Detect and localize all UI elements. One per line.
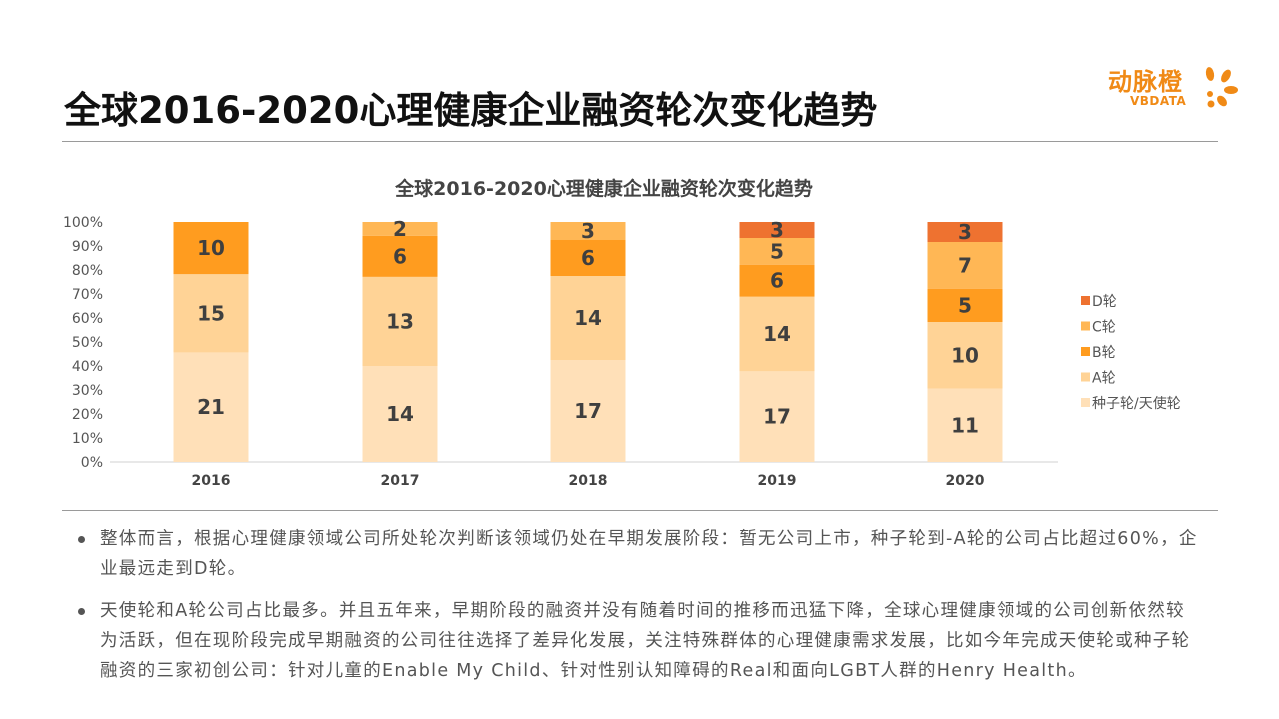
data-label: 14 [763, 322, 791, 346]
data-label: 10 [197, 236, 225, 260]
legend-label: C轮 [1092, 320, 1116, 336]
data-label: 6 [581, 246, 595, 270]
x-tick-label: 2018 [569, 473, 608, 489]
chart-title: 全球2016-2020心理健康企业融资轮次变化趋势 [394, 177, 813, 200]
bar-segment [362, 235, 438, 277]
y-tick-label: 40% [72, 359, 103, 375]
legend-item: D轮 [1081, 294, 1117, 310]
data-label: 11 [951, 413, 979, 437]
x-axis: 2016 2017 2018 2019 2020 [192, 473, 985, 489]
data-label: 17 [763, 405, 791, 429]
bar-segment [739, 222, 815, 238]
data-label: 14 [574, 306, 602, 330]
legend-item: 种子轮/天使轮 [1081, 395, 1181, 412]
data-label: 6 [770, 269, 784, 293]
y-tick-label: 50% [72, 335, 103, 351]
bar-segment [927, 322, 1003, 389]
data-label: 6 [393, 244, 407, 268]
x-tick-label: 2019 [758, 473, 797, 489]
bar-segment [550, 240, 626, 276]
bar-segment [362, 276, 438, 366]
y-tick-label: 20% [72, 407, 103, 423]
y-tick-label: 90% [72, 239, 103, 255]
stacked-bar-chart: 全球2016-2020心理健康企业融资轮次变化趋势 0% 10% 20% 30% 40%… [63, 177, 1181, 489]
x-tick-label: 2016 [192, 473, 231, 489]
legend-item: A轮 [1081, 371, 1116, 387]
bar-segment [362, 366, 438, 462]
legend-swatch [1081, 347, 1090, 356]
y-tick-label: 0% [81, 455, 103, 471]
y-tick-label: 80% [72, 263, 103, 279]
logo-sun-icon [1205, 67, 1238, 108]
legend-swatch [1081, 398, 1090, 407]
bar-segment [362, 222, 438, 236]
bullet-item: 整体而言，根据心理健康领域公司所处轮次判断该领域仍处在早期发展阶段：暂无公司上市… [78, 524, 1200, 584]
logo-subtext: VBDATA [1130, 94, 1187, 108]
bar-segment [739, 296, 815, 372]
data-label: 15 [197, 301, 225, 325]
bar-segment [550, 276, 626, 360]
data-label: 3 [581, 219, 595, 243]
bar-segment [173, 352, 249, 462]
x-tick-label: 2020 [946, 473, 985, 489]
bullet-dot-icon [78, 536, 85, 543]
bar-segment [173, 222, 249, 275]
y-axis: 0% 10% 20% 30% 40% 50% 60% 70% 80% 90% 100% [63, 215, 103, 471]
y-tick-label: 10% [72, 431, 103, 447]
title-divider [62, 141, 1218, 142]
data-label: 2 [393, 217, 407, 241]
bullet-text: 天使轮和A轮公司占比最多。并且五年来，早期阶段的融资并没有随着时间的推移而迅猛下… [100, 601, 1191, 681]
bar-segment [550, 222, 626, 240]
legend-label: 种子轮/天使轮 [1092, 395, 1181, 412]
legend-item: C轮 [1081, 320, 1116, 336]
legend-swatch [1081, 296, 1090, 305]
bullet-item: 天使轮和A轮公司占比最多。并且五年来，早期阶段的融资并没有随着时间的推移而迅猛下… [78, 596, 1200, 686]
bullet-dot-icon [78, 608, 85, 615]
y-tick-label: 100% [63, 215, 103, 231]
bar-segment [927, 222, 1003, 242]
bar-segment [173, 274, 249, 353]
y-tick-label: 60% [72, 311, 103, 327]
data-label: 10 [951, 343, 979, 367]
data-label: 17 [574, 399, 602, 423]
bar-segment [739, 264, 815, 297]
data-label: 3 [770, 218, 784, 242]
legend-swatch [1081, 321, 1090, 331]
page-title: 全球2016-2020心理健康企业融资轮次变化趋势 [64, 89, 878, 132]
bar-segment [927, 388, 1003, 462]
section-divider [62, 510, 1218, 511]
bar-segment [739, 238, 815, 265]
data-label: 14 [386, 402, 414, 426]
data-label: 5 [958, 293, 972, 317]
legend-item: B轮 [1081, 345, 1116, 361]
data-label: 7 [958, 253, 972, 277]
logo-text: 动脉橙 [1108, 68, 1183, 96]
x-tick-label: 2017 [381, 473, 420, 489]
bullet-text: 整体而言，根据心理健康领域公司所处轮次判断该领域仍处在早期发展阶段：暂无公司上市… [100, 529, 1198, 579]
legend-label: B轮 [1092, 345, 1116, 361]
data-label: 13 [386, 309, 414, 333]
logo: 动脉橙 VBDATA [1108, 62, 1248, 114]
legend-label: D轮 [1092, 294, 1117, 310]
y-tick-label: 70% [72, 287, 103, 303]
legend-label: A轮 [1092, 371, 1116, 387]
y-tick-label: 30% [72, 383, 103, 399]
bar-segment [739, 371, 815, 462]
bar-segment [927, 288, 1003, 322]
data-label: 5 [770, 239, 784, 263]
bar-segment [550, 360, 626, 462]
bar-segment [927, 242, 1003, 289]
legend-swatch [1081, 372, 1090, 382]
data-label: 21 [197, 395, 225, 419]
data-label: 3 [958, 220, 972, 244]
